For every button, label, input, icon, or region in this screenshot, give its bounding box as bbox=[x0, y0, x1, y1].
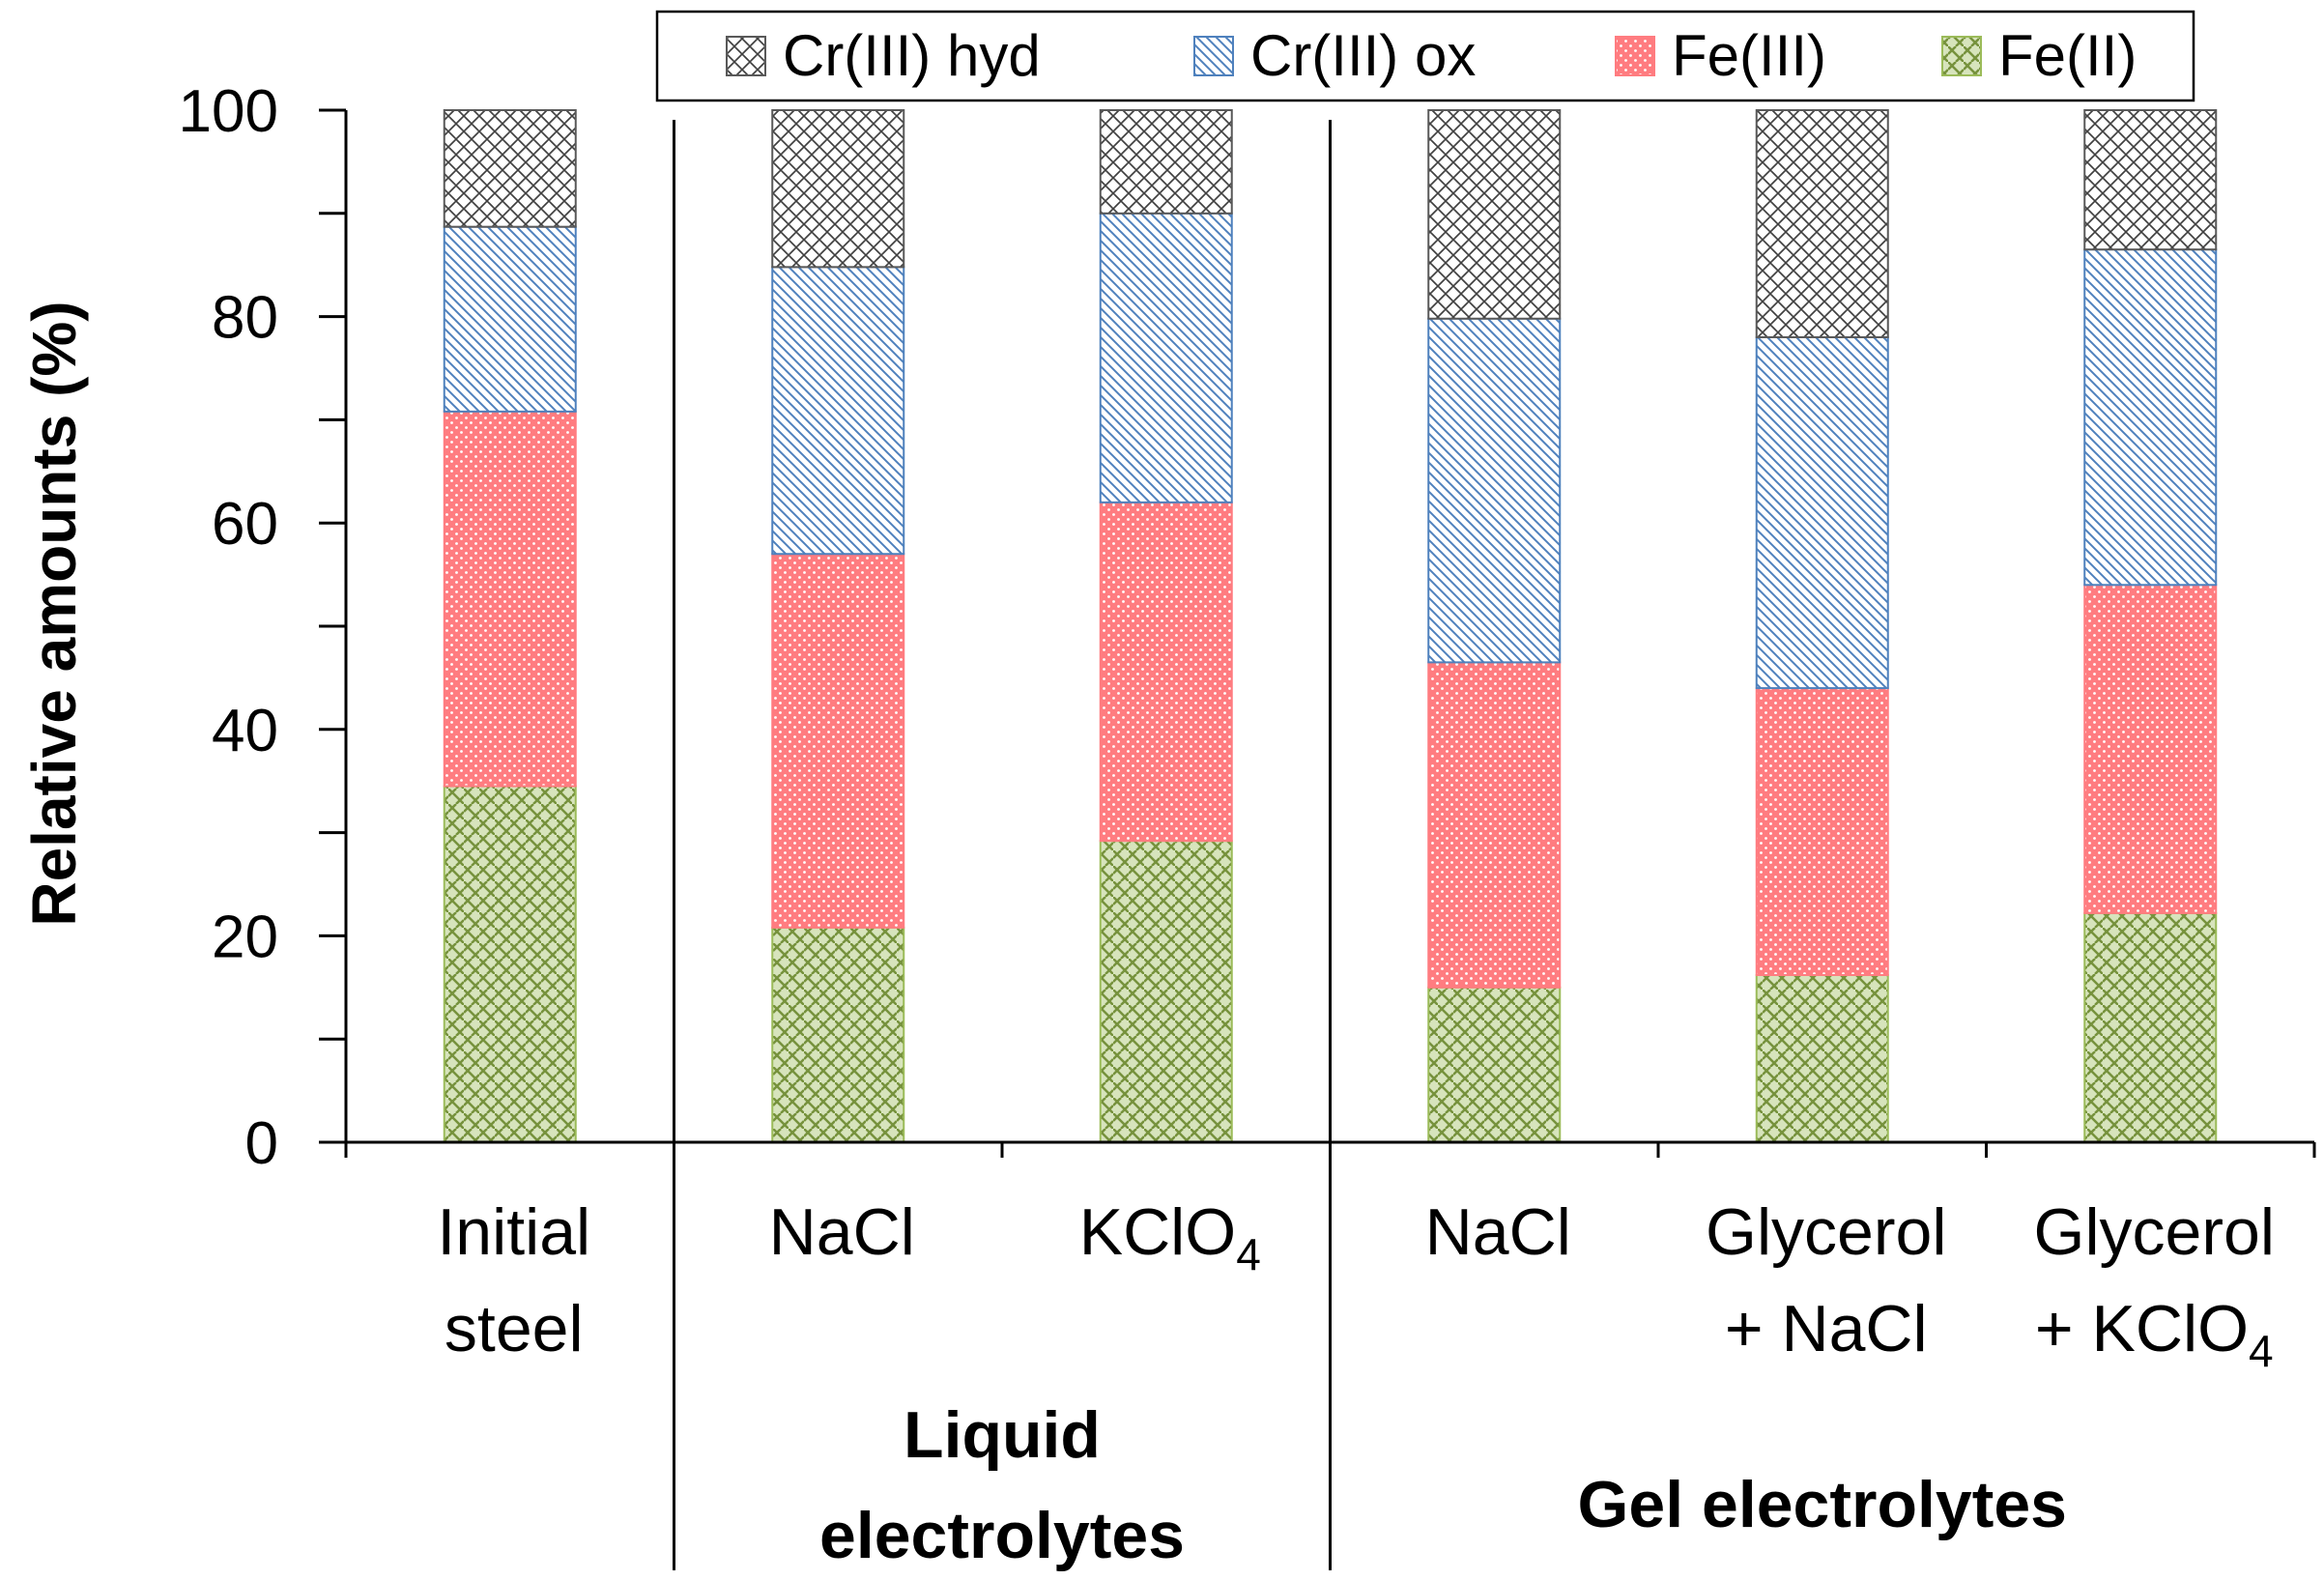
category-label: Glycerol bbox=[1706, 1195, 1946, 1269]
bar-segment bbox=[1427, 986, 1562, 1143]
bar-segment bbox=[443, 225, 577, 413]
bar-stack bbox=[1427, 109, 1562, 1143]
y-axis-label: Relative amounts (%) bbox=[19, 301, 89, 926]
category-label: Initial bbox=[437, 1195, 590, 1269]
x-axis: Initial steel NaCl KClO4 NaCl Glycerol + NaCl G… bbox=[344, 120, 2316, 1572]
bar-segment bbox=[771, 553, 905, 929]
bar-segment bbox=[443, 785, 577, 1143]
bar-segment bbox=[1755, 687, 1889, 976]
bar-segment bbox=[2083, 109, 2218, 251]
bar-segment bbox=[1755, 335, 1889, 690]
bar-segment bbox=[443, 109, 577, 228]
category-label: NaCl bbox=[1425, 1195, 1571, 1269]
legend-box bbox=[655, 10, 2195, 102]
bar-segment bbox=[1427, 109, 1562, 320]
bar-stack bbox=[771, 109, 905, 1144]
bar-segment bbox=[2083, 911, 2218, 1143]
category-label: + NaCl bbox=[1725, 1292, 1928, 1365]
category-label: steel bbox=[445, 1292, 584, 1365]
legend-swatch bbox=[726, 36, 766, 76]
y-tick-label: 100 bbox=[179, 78, 278, 145]
legend-swatch bbox=[1941, 36, 1982, 76]
y-tick-label: 20 bbox=[212, 904, 278, 970]
bars bbox=[443, 109, 2218, 1144]
bar-stack bbox=[1755, 109, 1889, 1144]
category-label: + KClO4 bbox=[2035, 1292, 2274, 1376]
y-tick-label: 60 bbox=[212, 491, 278, 558]
bar-segment bbox=[771, 266, 905, 556]
bar-segment bbox=[1427, 661, 1562, 989]
bar-segment bbox=[1099, 109, 1233, 215]
group-label: electrolytes bbox=[819, 1499, 1185, 1572]
bar-segment bbox=[1427, 317, 1562, 664]
bar-segment bbox=[1755, 973, 1889, 1144]
legend-swatch bbox=[1615, 36, 1655, 76]
legend-item: Fe(III) bbox=[1615, 23, 1826, 88]
legend: Cr(III) hyd Cr(III) ox Fe(III) Fe(II) bbox=[655, 10, 2195, 102]
legend-item: Cr(III) hyd bbox=[726, 23, 1041, 88]
bar-segment bbox=[1099, 212, 1233, 503]
bar-segment bbox=[2083, 248, 2218, 587]
bar-segment bbox=[443, 410, 577, 788]
bar-segment bbox=[2083, 584, 2218, 914]
category-label: Glycerol bbox=[2034, 1195, 2275, 1269]
bar-stack bbox=[2083, 109, 2218, 1143]
bar-segment bbox=[771, 109, 905, 269]
group-label: Liquid bbox=[904, 1398, 1101, 1472]
y-tick-label: 80 bbox=[212, 285, 278, 352]
bar-stack bbox=[443, 109, 577, 1143]
legend-item: Cr(III) ox bbox=[1193, 23, 1476, 88]
legend-label: Fe(III) bbox=[1672, 23, 1826, 88]
bar-segment bbox=[1099, 840, 1233, 1143]
legend-swatch bbox=[1193, 36, 1234, 76]
legend-item: Fe(II) bbox=[1941, 23, 2137, 88]
bar-segment bbox=[1755, 109, 1889, 338]
category-label: NaCl bbox=[769, 1195, 915, 1269]
legend-label: Fe(II) bbox=[1998, 23, 2137, 88]
y-tick-label: 0 bbox=[245, 1110, 278, 1177]
bar-segment bbox=[771, 926, 905, 1144]
category-label: KClO4 bbox=[1079, 1195, 1261, 1279]
bar-stack bbox=[1099, 109, 1233, 1143]
group-label: Gel electrolytes bbox=[1578, 1468, 2067, 1541]
legend-label: Cr(III) hyd bbox=[783, 23, 1041, 88]
bar-segment bbox=[1099, 501, 1233, 843]
y-axis: 0 20 40 60 80 100 bbox=[179, 78, 348, 1177]
y-tick-label: 40 bbox=[212, 698, 278, 764]
legend-label: Cr(III) ox bbox=[1250, 23, 1476, 88]
